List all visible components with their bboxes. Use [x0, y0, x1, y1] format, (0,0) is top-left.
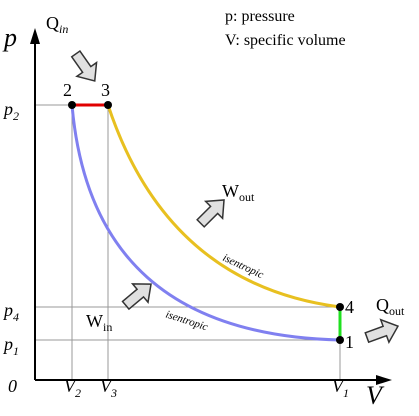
axes	[30, 28, 392, 385]
state-points	[68, 101, 344, 344]
legend-entry: p: pressure	[225, 8, 295, 25]
text-part: in	[59, 22, 68, 36]
text-part: 4	[13, 310, 19, 324]
point-label: 3	[101, 80, 110, 100]
text-part: out	[389, 304, 405, 318]
text-part: V	[100, 376, 113, 396]
legend-entry: V: specific volume	[225, 32, 346, 49]
point-label: 2	[63, 80, 72, 100]
point-label: 1	[345, 332, 354, 352]
text-part: p	[2, 334, 13, 354]
text-part: V	[332, 376, 345, 396]
y-axis-label: p	[2, 23, 17, 52]
y-tick-label: p1	[2, 334, 19, 358]
isentropic-compression	[70, 104, 341, 342]
text-part: Q	[46, 13, 59, 33]
x-tick-label: V2	[64, 376, 81, 400]
text-part: in	[103, 320, 112, 334]
text-part: V	[64, 376, 77, 396]
y-tick-label: p4	[2, 300, 19, 324]
origin-label: 0	[8, 376, 17, 396]
x-tick-label: V3	[100, 376, 117, 400]
flow-label: Qin	[46, 13, 68, 36]
y-tick-label: p2	[2, 99, 19, 123]
text-part: p	[2, 99, 13, 119]
guide-lines	[35, 104, 341, 380]
text-part: p	[2, 300, 13, 320]
text-part: W	[222, 181, 239, 201]
text-part: 1	[13, 344, 19, 358]
text-part: 1	[343, 386, 349, 400]
text-part: Q	[376, 295, 389, 315]
flow-label: Wout	[222, 181, 255, 204]
flow-arrows	[70, 49, 400, 345]
text-part: 3	[110, 386, 117, 400]
flow-label: Win	[86, 311, 112, 334]
flow-label: Qout	[376, 295, 405, 318]
text-part: 2	[13, 109, 19, 123]
text-part: out	[239, 190, 255, 204]
x-tick-label: V1	[332, 376, 349, 400]
isentropic-expansion	[106, 104, 341, 309]
point-label: 4	[345, 297, 354, 317]
text-part: 2	[75, 386, 81, 400]
x-axis-label: V	[366, 381, 385, 410]
text-part: W	[86, 311, 103, 331]
